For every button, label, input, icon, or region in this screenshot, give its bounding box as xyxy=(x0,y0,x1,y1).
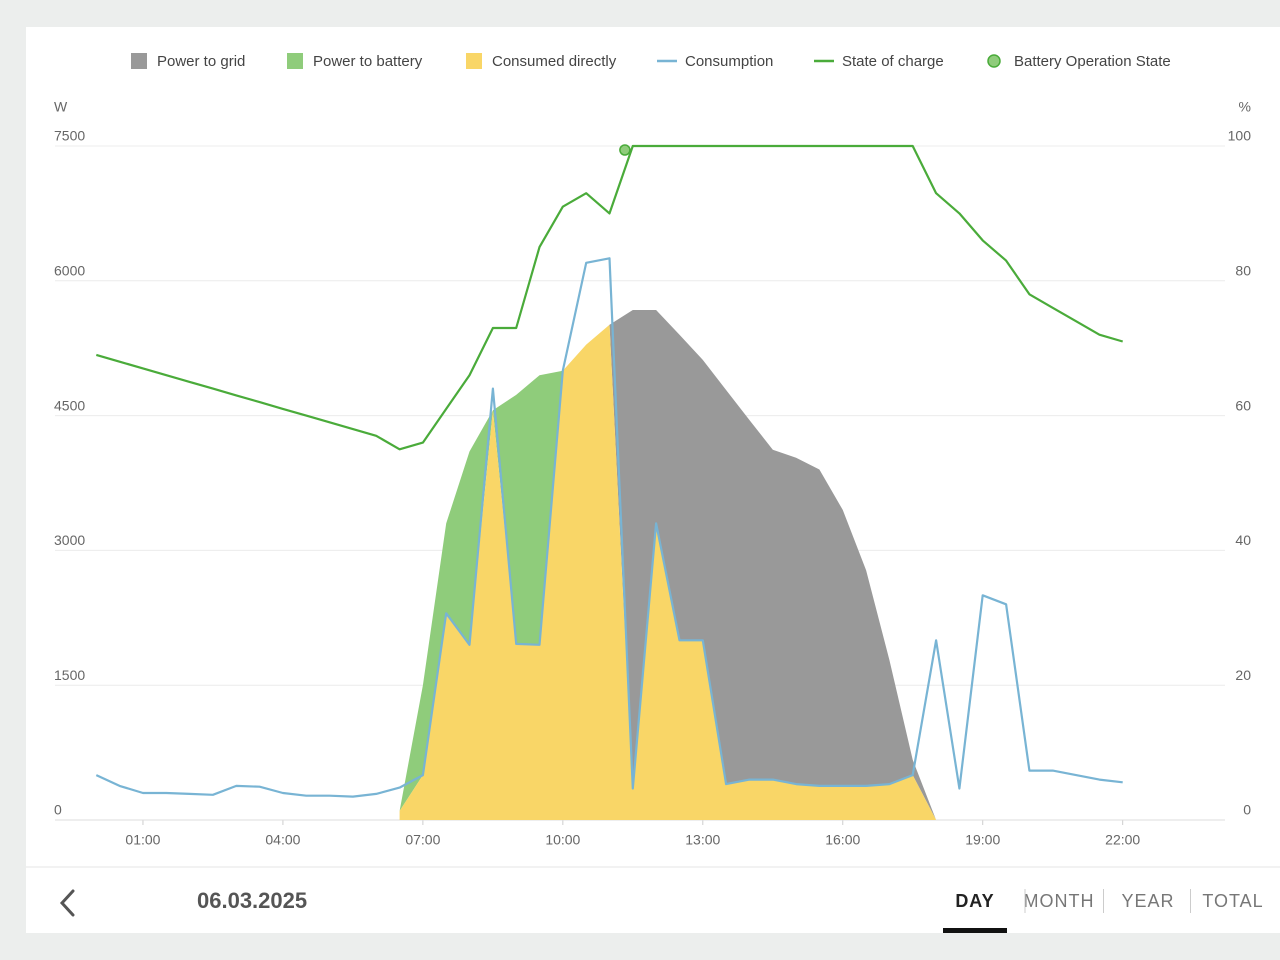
y-axis-unit: W xyxy=(54,99,68,115)
legend-swatch xyxy=(131,53,147,69)
y2-tick-label: 40 xyxy=(1235,532,1251,548)
legend-label: Battery Operation State xyxy=(1014,53,1171,70)
tab[interactable]: TOTAL xyxy=(1202,891,1263,911)
y2-tick-label: 80 xyxy=(1235,263,1251,279)
x-tick-label: 01:00 xyxy=(125,832,160,848)
x-tick-label: 10:00 xyxy=(545,832,580,848)
x-tick-label: 13:00 xyxy=(685,832,720,848)
y-tick-label: 4500 xyxy=(54,397,85,413)
tab[interactable]: YEAR xyxy=(1121,891,1174,911)
legend-label: Power to grid xyxy=(157,53,245,70)
legend-swatch xyxy=(287,53,303,69)
x-tick-label: 16:00 xyxy=(825,832,860,848)
area xyxy=(399,324,937,820)
legend-label: Consumed directly xyxy=(492,53,617,70)
y2-tick-label: 100 xyxy=(1228,128,1252,144)
x-tick-label: 07:00 xyxy=(405,832,440,848)
tab-indicator xyxy=(943,928,1007,933)
date: 06.03.2025 xyxy=(197,888,307,913)
y-tick-label: 3000 xyxy=(54,532,85,548)
line xyxy=(95,257,1123,798)
legend-label: State of charge xyxy=(842,53,944,70)
y2-tick-label: 60 xyxy=(1235,397,1251,413)
line xyxy=(95,144,1124,451)
y-tick-label: 1500 xyxy=(54,667,85,683)
tab[interactable]: MONTH xyxy=(1024,891,1095,911)
point xyxy=(619,144,631,156)
y2-axis-unit: % xyxy=(1239,99,1251,115)
area xyxy=(399,324,937,820)
y-tick-label: 6000 xyxy=(54,263,85,279)
y-tick-label: 7500 xyxy=(54,128,85,144)
area xyxy=(399,310,937,820)
legend-label: Consumption xyxy=(685,53,773,70)
y-tick-label: 0 xyxy=(54,802,62,818)
legend-swatch xyxy=(987,54,1001,68)
y2-tick-label: 20 xyxy=(1235,667,1251,683)
legend-label: Power to battery xyxy=(313,53,423,70)
x-tick-label: 19:00 xyxy=(965,832,1000,848)
y2-tick-label: 0 xyxy=(1243,802,1251,818)
tab[interactable]: DAY xyxy=(955,891,994,911)
x-tick-label: 04:00 xyxy=(265,832,300,848)
x-tick-label: 22:00 xyxy=(1105,832,1140,848)
back-button[interactable] xyxy=(59,889,75,917)
legend-swatch xyxy=(466,53,482,69)
